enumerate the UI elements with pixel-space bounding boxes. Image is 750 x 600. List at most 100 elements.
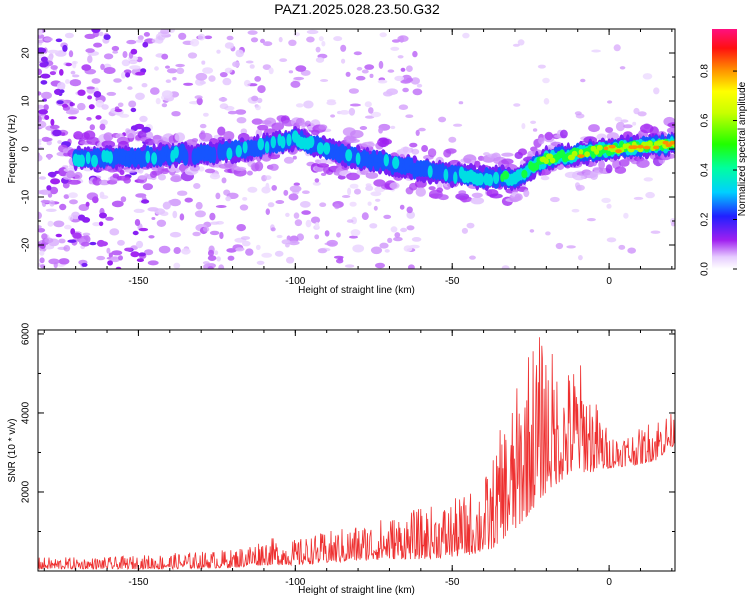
noise-blob [247,186,258,193]
noise-blob [261,252,273,258]
noise-blob [542,77,550,84]
noise-blob [393,236,403,242]
ridge-core [672,140,675,145]
noise-blob [172,210,178,219]
noise-blob [46,185,52,191]
noise-blob [207,255,217,261]
noise-blob [113,78,122,83]
noise-blob [288,70,294,74]
noise-blob [375,262,385,269]
noise-blob [208,75,216,82]
noise-blob [397,55,404,59]
noise-blob [38,39,44,44]
noise-blob [126,39,137,45]
noise-blob [119,113,130,118]
ridge-core [316,142,324,155]
ridge-halo [501,152,514,157]
noise-blob [394,75,405,82]
ridge-core [549,157,556,164]
ridge-halo [189,164,200,172]
noise-blob [209,212,216,221]
noise-blob [99,123,106,131]
ridge-core [173,146,179,159]
noise-blob [378,127,383,134]
noise-blob [40,80,48,85]
noise-blob [141,83,148,88]
top-y-axis-label: Frequency (Hz) [7,115,18,184]
noise-blob [215,220,224,225]
noise-blob [106,91,117,96]
noise-blob [62,103,69,108]
noise-blob [394,232,401,238]
ridge-halo [618,159,630,167]
ridge-halo [474,160,481,168]
ridge-halo [459,196,473,203]
noise-blob [386,88,398,95]
noise-blob [289,185,302,193]
noise-blob [59,69,64,76]
ridge-halo [63,167,78,173]
noise-blob [633,196,644,200]
noise-blob [134,208,142,213]
noise-blob [68,50,74,58]
snr-series-line [38,337,675,571]
chart-title: PAZ1.2025.028.23.50.G32 [274,1,440,17]
noise-blob [250,37,259,43]
noise-blob [89,124,96,131]
noise-blob [591,49,601,53]
noise-blob [111,45,120,52]
noise-blob [312,181,321,186]
noise-blob [154,66,159,71]
noise-blob [319,202,327,207]
noise-blob [352,244,365,253]
noise-blob [95,115,102,120]
noise-blob [95,99,104,108]
noise-blob [47,171,57,177]
noise-blob [175,63,185,68]
noise-blob [367,201,372,206]
ridge-halo [614,166,627,174]
noise-blob [314,222,320,229]
noise-blob [135,240,144,249]
noise-blob [121,59,131,67]
noise-blob [315,57,325,63]
noise-blob [373,205,378,211]
ridge-core [571,150,578,157]
noise-blob [265,182,270,191]
noise-blob [55,233,62,238]
ridge-halo [254,161,264,172]
noise-blob [142,41,149,48]
noise-blob [47,49,59,54]
noise-blob [400,79,412,84]
noise-blob [613,44,621,52]
noise-blob [50,65,58,70]
noise-blob [93,91,102,98]
ridge-core [257,137,265,151]
ridge-halo [615,121,625,132]
noise-blob [128,59,138,65]
noise-blob [216,49,221,54]
noise-blob [320,79,329,82]
noise-blob [38,109,48,115]
noise-blob [356,66,363,71]
noise-blob [390,226,398,233]
noise-blob [283,189,289,196]
ridge-halo [598,159,605,170]
noise-blob [239,204,249,211]
noise-blob [614,116,622,122]
noise-blob [370,246,383,255]
noise-blob [383,214,392,219]
colorbar-tick-label: 0.6 [700,113,711,127]
noise-blob [178,32,187,40]
noise-blob [98,221,104,227]
noise-blob [179,213,185,221]
noise-blob [124,247,133,252]
noise-blob [235,109,247,115]
noise-blob [545,231,551,236]
noise-blob [336,232,341,238]
ridge-halo [318,124,328,130]
noise-blob [59,203,67,211]
noise-blob [620,119,629,123]
noise-blob [77,102,86,111]
ridge-core [596,144,603,151]
